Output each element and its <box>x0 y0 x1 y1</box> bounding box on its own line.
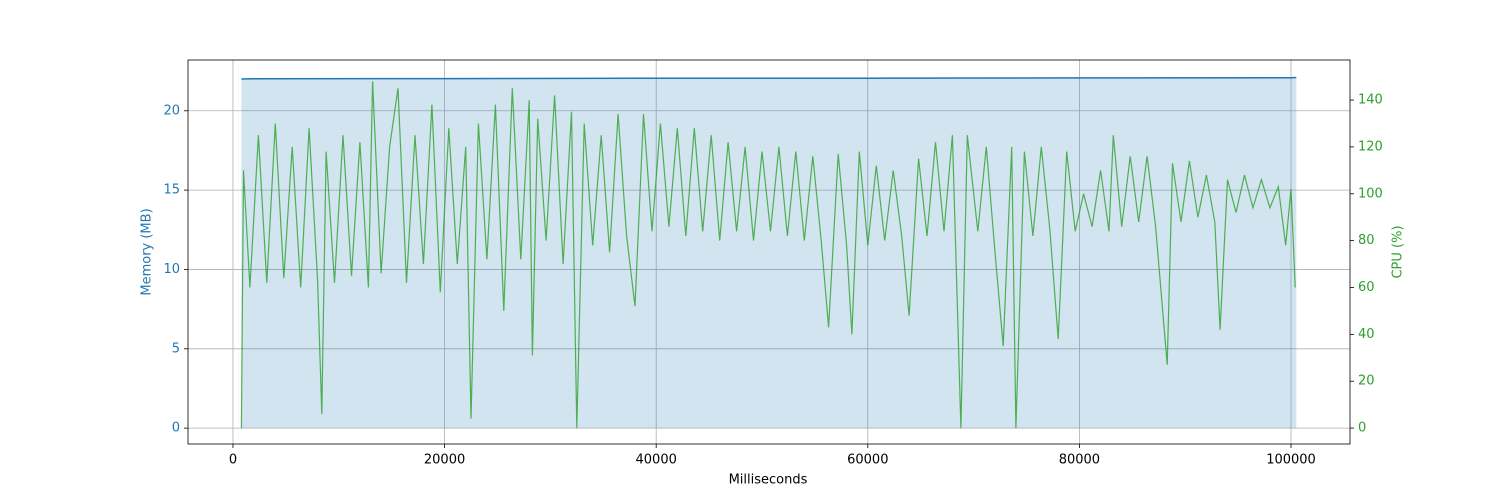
y-tick-label: 15 <box>163 183 180 198</box>
y2-tick-label: 100 <box>1358 186 1383 201</box>
y-axis-label: Memory (MB) <box>140 208 155 295</box>
cpu-line <box>240 81 1296 429</box>
x-tick-label: 20000 <box>424 453 465 468</box>
y-tick-label: 5 <box>172 341 180 356</box>
x-tick-label: 40000 <box>636 453 677 468</box>
y2-tick-label: 80 <box>1358 233 1375 248</box>
x-axis-label: Milliseconds <box>729 473 808 488</box>
y2-tick-label: 0 <box>1358 421 1366 436</box>
x-tick-label: 100000 <box>1266 453 1316 468</box>
x-tick-label: 0 <box>229 453 237 468</box>
y-tick-label: 10 <box>163 262 180 277</box>
y2-tick-label: 140 <box>1358 93 1383 108</box>
y2-tick-label: 60 <box>1358 280 1375 295</box>
memory-line <box>241 76 1297 80</box>
y-tick-label: 0 <box>172 421 180 436</box>
x-tick-label: 60000 <box>847 453 888 468</box>
memory-area <box>241 77 1297 429</box>
y-tick-label: 20 <box>163 103 180 118</box>
x-tick-label: 80000 <box>1059 453 1100 468</box>
y2-axis-label: CPU (%) <box>1391 225 1406 278</box>
y2-tick-label: 120 <box>1358 139 1383 154</box>
plot-frame <box>187 59 1351 445</box>
y2-tick-label: 20 <box>1358 374 1375 389</box>
y2-tick-label: 40 <box>1358 327 1375 342</box>
